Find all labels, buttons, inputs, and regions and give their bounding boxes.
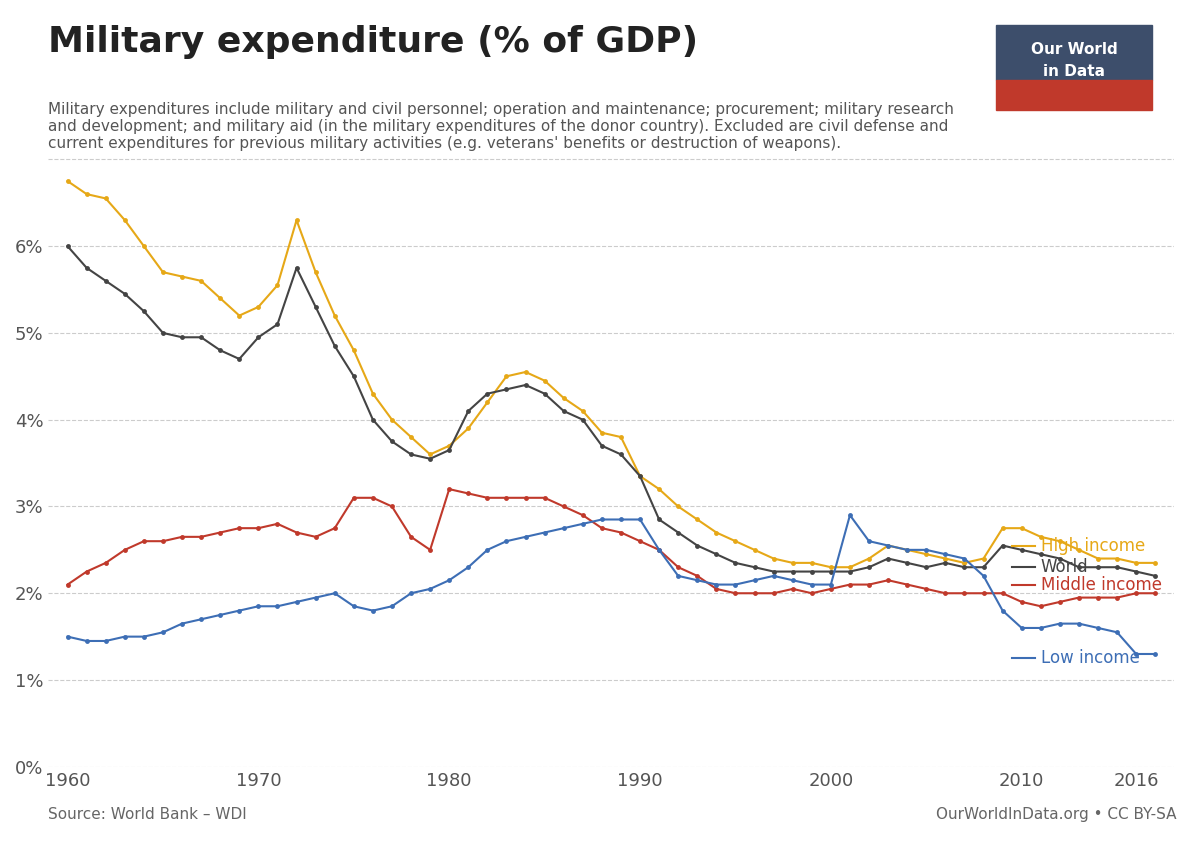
Text: Low income: Low income: [1040, 650, 1140, 667]
Bar: [996, 80, 1152, 110]
Text: Middle income: Middle income: [1040, 576, 1162, 594]
Text: OurWorldInData.org • CC BY-SA: OurWorldInData.org • CC BY-SA: [936, 806, 1176, 822]
Text: Military expenditures include military and civil personnel; operation and mainte: Military expenditures include military a…: [48, 102, 954, 152]
Text: in Data: in Data: [1043, 64, 1105, 80]
Text: Source: World Bank – WDI: Source: World Bank – WDI: [48, 806, 247, 822]
Text: High income: High income: [1040, 536, 1145, 555]
Text: World: World: [1040, 558, 1088, 576]
Bar: [996, 25, 1152, 80]
Text: Our World: Our World: [1031, 42, 1117, 57]
Text: Military expenditure (% of GDP): Military expenditure (% of GDP): [48, 25, 698, 59]
